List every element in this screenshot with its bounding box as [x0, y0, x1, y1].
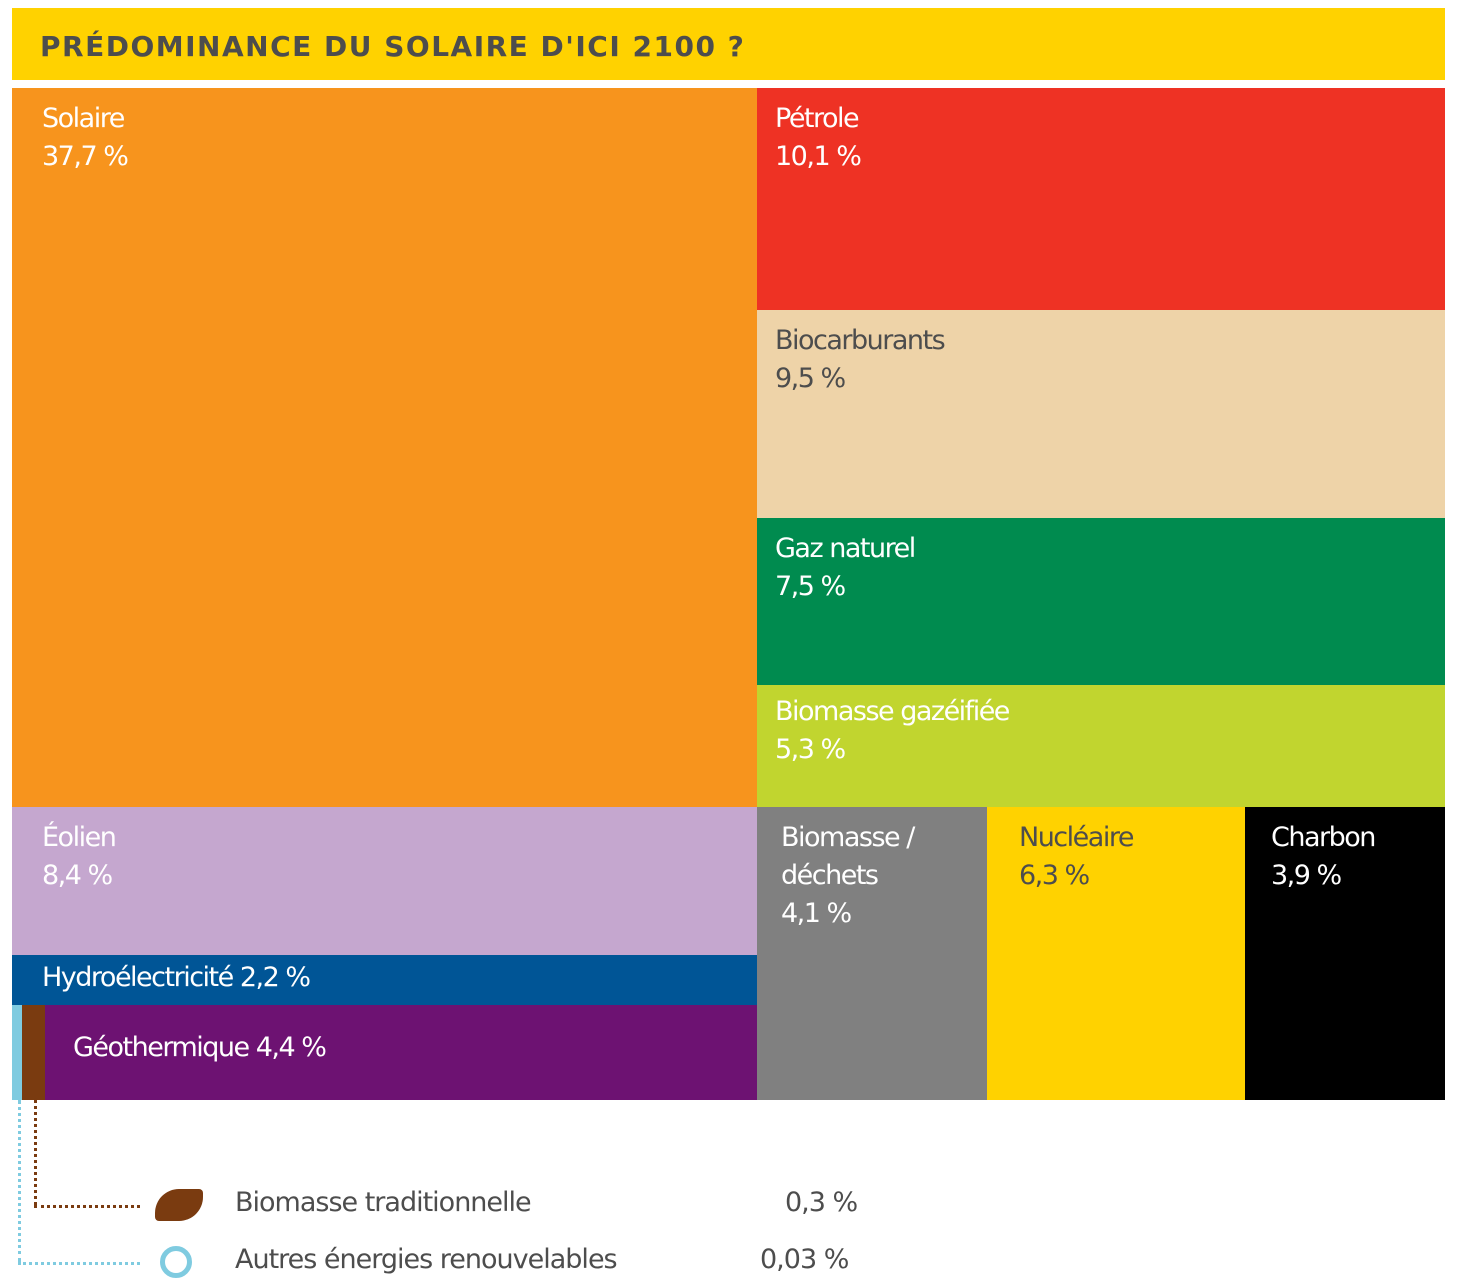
treemap-cell: Biomasse gazéifiée 5,3 %	[757, 685, 1445, 807]
treemap-cell: Gaz naturel 7,5 %	[757, 518, 1445, 685]
cell-label: Solaire 37,7 %	[42, 100, 747, 176]
category-label: Charbon	[1271, 822, 1376, 853]
category-label: Hydroélectricité	[42, 962, 234, 993]
category-label: Pétrole	[775, 103, 860, 134]
cell-label: Gaz naturel 7,5 %	[775, 530, 1435, 606]
treemap-cell: Hydroélectricité 2,2 %	[12, 955, 757, 1005]
cell-label: Géothermique 4,4 %	[73, 1029, 747, 1067]
treemap-cell: Biocarburants 9,5 %	[757, 310, 1445, 518]
category-label: Éolien	[42, 822, 117, 853]
category-label: Nucléaire	[1019, 822, 1134, 853]
category-label: Solaire	[42, 103, 125, 134]
treemap-cell	[12, 1005, 22, 1100]
treemap-cell: Solaire 37,7 %	[12, 88, 757, 807]
treemap-cell: Nucléaire 6,3 %	[987, 807, 1245, 1100]
value-label: 10,1 %	[775, 141, 862, 172]
cell-label: Biocarburants 9,5 %	[775, 322, 1435, 398]
legend-value: 0,3 %	[785, 1187, 858, 1218]
value-label: 8,4 %	[42, 860, 113, 891]
cell-label: Charbon 3,9 %	[1271, 819, 1435, 895]
value-label: 3,9 %	[1271, 860, 1342, 891]
category-label: Biomasse / déchets	[781, 822, 915, 891]
value-label: 9,5 %	[775, 363, 846, 394]
leader-line	[18, 1262, 140, 1265]
cell-label: Biomasse gazéifiée 5,3 %	[775, 693, 1435, 769]
category-label: Biomasse gazéifiée	[775, 696, 1010, 727]
value-label: 2,2 %	[239, 962, 311, 993]
cell-label: Nucléaire 6,3 %	[1019, 819, 1235, 895]
value-label: 37,7 %	[42, 141, 129, 172]
cell-label: Éolien 8,4 %	[42, 819, 747, 895]
cell-label: Biomasse / déchets 4,1 %	[781, 819, 977, 933]
chart-title: PRÉDOMINANCE DU SOLAIRE D'ICI 2100 ?	[12, 8, 1445, 80]
value-label: 4,4 %	[255, 1032, 327, 1063]
treemap-cell: Éolien 8,4 %	[12, 807, 757, 955]
cell-label: Hydroélectricité 2,2 %	[42, 959, 747, 997]
treemap-cell	[22, 1005, 45, 1100]
legend-icon	[155, 1189, 203, 1221]
category-label: Géothermique	[73, 1032, 250, 1063]
value-label: 4,1 %	[781, 898, 852, 929]
legend-label: Autres énergies renouvelables	[235, 1244, 618, 1275]
leader-line	[34, 1205, 140, 1208]
leader-line	[34, 1100, 37, 1205]
treemap-cell: Pétrole 10,1 %	[757, 88, 1445, 310]
category-label: Gaz naturel	[775, 533, 916, 564]
value-label: 5,3 %	[775, 734, 846, 765]
treemap-cell: Biomasse / déchets 4,1 %	[757, 807, 987, 1100]
legend-label: Biomasse traditionnelle	[235, 1187, 532, 1218]
legend-icon	[160, 1246, 192, 1278]
cell-label: Pétrole 10,1 %	[775, 100, 1435, 176]
treemap-cell: Charbon 3,9 %	[1245, 807, 1445, 1100]
legend-value: 0,03 %	[760, 1244, 849, 1275]
leader-line	[18, 1100, 21, 1262]
value-label: 6,3 %	[1019, 860, 1090, 891]
treemap-cell: Géothermique 4,4 %	[45, 1005, 757, 1100]
value-label: 7,5 %	[775, 571, 846, 602]
category-label: Biocarburants	[775, 325, 946, 356]
